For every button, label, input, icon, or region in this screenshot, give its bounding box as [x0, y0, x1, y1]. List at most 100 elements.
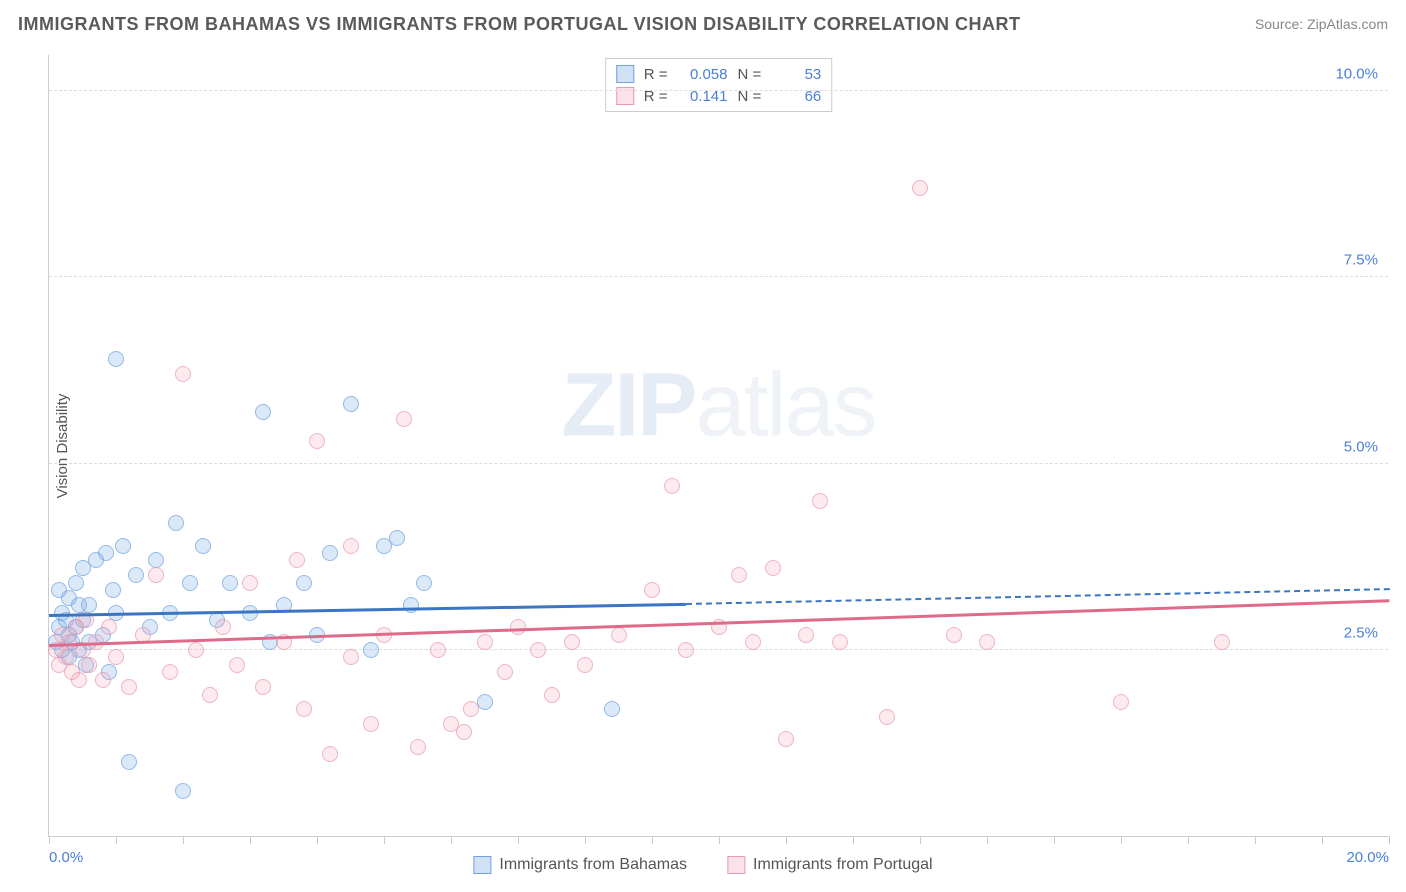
scatter-point: [410, 739, 426, 755]
gridline: [49, 463, 1388, 464]
scatter-point: [309, 433, 325, 449]
scatter-point: [389, 530, 405, 546]
scatter-point: [343, 538, 359, 554]
y-tick-label: 2.5%: [1344, 624, 1378, 641]
legend-label: Immigrants from Portugal: [753, 856, 933, 874]
x-tick-label: 20.0%: [1346, 849, 1389, 866]
scatter-point: [322, 746, 338, 762]
scatter-point: [678, 642, 694, 658]
scatter-point: [644, 582, 660, 598]
scatter-point: [215, 619, 231, 635]
scatter-point: [403, 597, 419, 613]
scatter-point: [577, 657, 593, 673]
x-tick: [652, 836, 653, 844]
stat-r-label: R =: [644, 66, 668, 83]
scatter-point: [946, 627, 962, 643]
scatter-point: [343, 396, 359, 412]
x-tick-label: 0.0%: [49, 849, 83, 866]
scatter-point: [162, 664, 178, 680]
scatter-point: [188, 642, 204, 658]
watermark: ZIPatlas: [561, 355, 875, 458]
scatter-point: [121, 754, 137, 770]
scatter-point: [289, 552, 305, 568]
scatter-point: [879, 709, 895, 725]
scatter-point: [812, 493, 828, 509]
x-tick: [183, 836, 184, 844]
scatter-point: [430, 642, 446, 658]
scatter-point: [121, 679, 137, 695]
stats-legend-row: R =0.141N =66: [616, 85, 822, 107]
stat-n-label: N =: [738, 66, 762, 83]
scatter-point: [322, 545, 338, 561]
scatter-point: [363, 642, 379, 658]
scatter-point: [255, 679, 271, 695]
scatter-point: [296, 701, 312, 717]
x-tick: [1054, 836, 1055, 844]
scatter-point: [731, 567, 747, 583]
scatter-point: [1113, 694, 1129, 710]
legend-swatch: [727, 856, 745, 874]
scatter-point: [530, 642, 546, 658]
x-tick: [451, 836, 452, 844]
x-tick: [1121, 836, 1122, 844]
scatter-point: [115, 538, 131, 554]
scatter-point: [51, 582, 67, 598]
x-tick: [250, 836, 251, 844]
x-tick: [1255, 836, 1256, 844]
scatter-point: [497, 664, 513, 680]
scatter-point: [564, 634, 580, 650]
scatter-point: [58, 649, 74, 665]
trend-line: [49, 603, 686, 617]
scatter-point: [255, 404, 271, 420]
scatter-point: [182, 575, 198, 591]
stats-legend-row: R = 0.058 N = 53: [616, 63, 822, 85]
x-tick: [384, 836, 385, 844]
scatter-point: [604, 701, 620, 717]
chart-plot-area: ZIPatlas R = 0.058 N = 53 R =0.141N =66 2.5%…: [48, 55, 1388, 837]
scatter-point: [463, 701, 479, 717]
x-tick: [1389, 836, 1390, 844]
scatter-point: [95, 672, 111, 688]
x-tick: [116, 836, 117, 844]
stats-legend: R = 0.058 N = 53 R =0.141N =66: [605, 58, 833, 112]
scatter-point: [456, 724, 472, 740]
x-tick: [719, 836, 720, 844]
scatter-point: [664, 478, 680, 494]
scatter-point: [343, 649, 359, 665]
legend-swatch: [616, 65, 634, 83]
stat-n-value: 53: [771, 66, 821, 83]
gridline: [49, 90, 1388, 91]
scatter-point: [363, 716, 379, 732]
scatter-point: [148, 567, 164, 583]
scatter-point: [611, 627, 627, 643]
x-tick: [585, 836, 586, 844]
scatter-point: [416, 575, 432, 591]
scatter-point: [101, 619, 117, 635]
scatter-point: [832, 634, 848, 650]
scatter-point: [108, 351, 124, 367]
scatter-point: [202, 687, 218, 703]
stat-r-value: 0.058: [678, 66, 728, 83]
scatter-point: [296, 575, 312, 591]
scatter-point: [175, 783, 191, 799]
scatter-point: [105, 582, 121, 598]
scatter-point: [168, 515, 184, 531]
scatter-point: [1214, 634, 1230, 650]
y-tick-label: 5.0%: [1344, 438, 1378, 455]
scatter-point: [544, 687, 560, 703]
scatter-point: [477, 634, 493, 650]
scatter-point: [745, 634, 761, 650]
legend-swatch: [473, 856, 491, 874]
x-tick: [317, 836, 318, 844]
x-tick: [853, 836, 854, 844]
chart-title: IMMIGRANTS FROM BAHAMAS VS IMMIGRANTS FR…: [18, 14, 1020, 35]
chart-source: Source: ZipAtlas.com: [1255, 16, 1388, 32]
x-tick: [786, 836, 787, 844]
x-tick: [1188, 836, 1189, 844]
y-tick-label: 10.0%: [1335, 66, 1378, 83]
scatter-point: [148, 552, 164, 568]
scatter-point: [71, 672, 87, 688]
x-tick: [987, 836, 988, 844]
scatter-point: [798, 627, 814, 643]
bottom-legend: Immigrants from BahamasImmigrants from P…: [473, 856, 932, 874]
